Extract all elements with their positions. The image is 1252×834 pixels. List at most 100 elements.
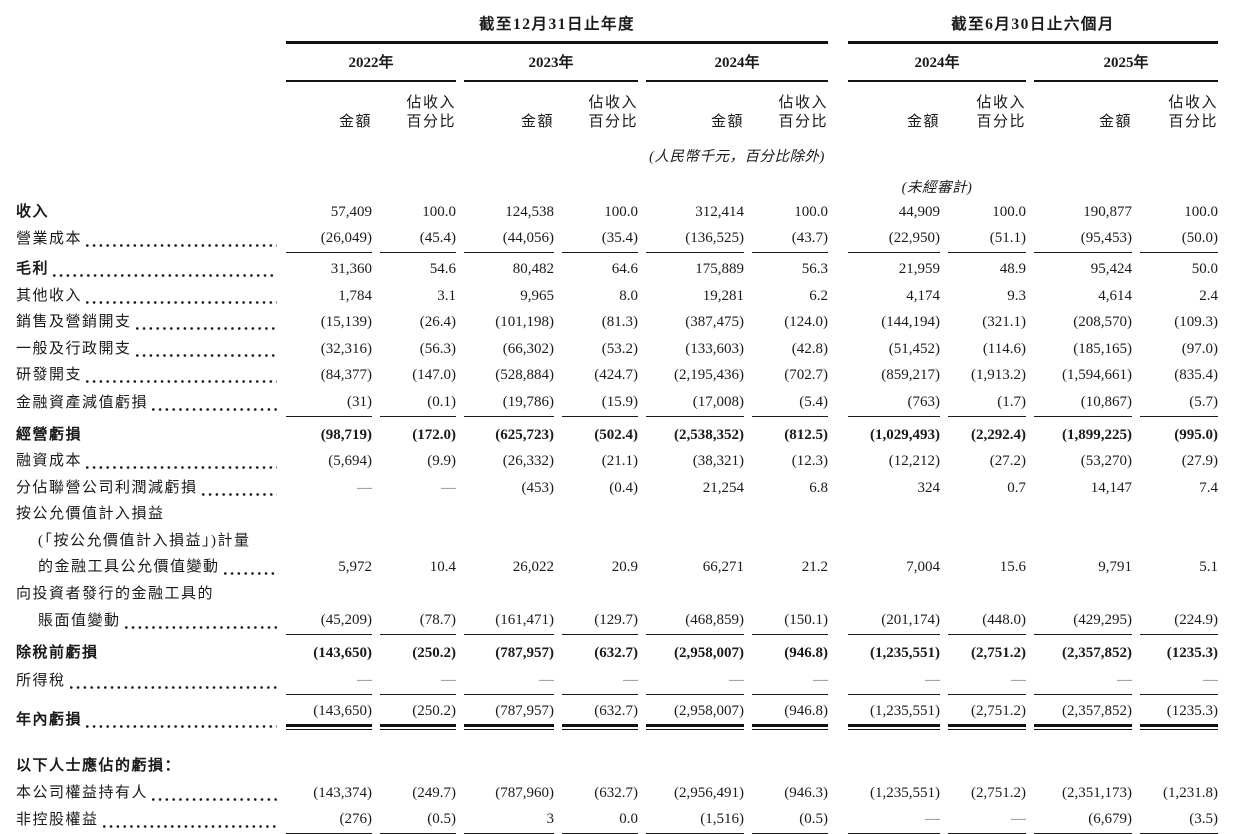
table-row: 的金融工具公允價值變動 5,972 10.4 26,022 20.9 66,271 21.2… (16, 555, 1218, 582)
value-text: (625,723) (495, 426, 554, 443)
value-cell: 0.7 (948, 475, 1026, 502)
value-text: 57,409 (330, 203, 372, 220)
value-cell: (98,719) (286, 417, 372, 449)
year-rule (464, 79, 638, 83)
table-row: 研發開支 (84,377) (147.0) (528,884) (424.7) (2,19… (16, 363, 1218, 390)
value-text: (812.5) (784, 426, 828, 443)
row-label: 以下人士應佔的虧損： (16, 734, 278, 780)
value-cell: 14,147 (1034, 475, 1132, 502)
row-label-text: 營業成本 (16, 231, 83, 248)
value-text: (56.3) (419, 340, 456, 357)
value-cell (286, 734, 372, 780)
value-cell (562, 734, 638, 780)
value-cell: — (286, 667, 372, 695)
value-cell: (424.7) (562, 363, 638, 390)
value-text: (15.9) (601, 393, 638, 410)
value-text: (95,453) (1080, 230, 1132, 247)
value-cell: (5.7) (1140, 389, 1218, 417)
value-cell: — (464, 667, 554, 695)
value-cell: (26,332) (464, 449, 554, 476)
value-cell: 100.0 (1140, 199, 1218, 226)
value-text: 21,254 (702, 479, 744, 496)
value-text: (10,867) (1080, 393, 1132, 410)
group-gap (836, 8, 840, 41)
value-text: (2,195,436) (674, 367, 744, 384)
value-cell: — (848, 667, 940, 695)
year-row: 2022年 2023年 2024年 2024年 2025年 (16, 44, 1218, 80)
value-cell (646, 502, 744, 529)
unaudited-note: (未經審計) (901, 180, 973, 197)
value-text: 2.4 (1199, 287, 1218, 304)
value-text: (136,525) (685, 230, 744, 247)
value-cell: (3.5) (1140, 807, 1218, 834)
value-cell: (143,650) (286, 635, 372, 667)
value-cell (848, 502, 940, 529)
value-text: 48.9 (999, 261, 1026, 278)
value-cell: 124,538 (464, 199, 554, 226)
value-text: (27.2) (989, 453, 1026, 470)
amount-label: 金額 (520, 114, 554, 131)
year-2024-interim: 2024年 (914, 54, 960, 71)
value-text: (1,029,493) (870, 426, 940, 443)
value-cell (380, 528, 456, 555)
dot-leader (201, 492, 277, 496)
value-cell: (0.1) (380, 389, 456, 417)
pct-of-revenue-column-header: 佔收入 百分比 (752, 82, 828, 136)
year-rule (848, 79, 1026, 83)
value-cell: (0.5) (752, 807, 828, 834)
group-gap (836, 283, 840, 310)
value-text: (502.4) (594, 426, 638, 443)
row-label-text: 以下人士應佔的虧損： (16, 758, 182, 775)
value-text: (0.5) (427, 811, 456, 828)
value-text: (224.9) (1174, 612, 1218, 629)
value-text: (26,332) (502, 453, 554, 470)
value-text: (6,679) (1088, 811, 1132, 828)
group-rule-left (286, 41, 828, 44)
group-gap (836, 253, 840, 283)
value-cell (752, 502, 828, 529)
value-text: (147.0) (412, 367, 456, 384)
group-gap (836, 417, 840, 449)
value-text: (114.6) (982, 340, 1026, 357)
value-text: (3.5) (1189, 811, 1218, 828)
value-cell (1034, 581, 1132, 608)
value-text: (144,194) (881, 314, 940, 331)
value-cell: 21,959 (848, 253, 940, 283)
value-text: 10.4 (429, 559, 456, 576)
value-cell: 2.4 (1140, 283, 1218, 310)
value-cell: 21,254 (646, 475, 744, 502)
value-cell: (35.4) (562, 226, 638, 254)
value-cell: (1,913.2) (948, 363, 1026, 390)
value-text: — (357, 479, 372, 496)
value-text: (109.3) (1174, 314, 1218, 331)
dot-leader (223, 572, 277, 576)
amount-column-header: 金額 (286, 82, 372, 136)
value-cell: (124.0) (752, 310, 828, 337)
amount-label: 金額 (338, 114, 372, 131)
value-cell: (250.2) (380, 695, 456, 735)
value-cell: (27.9) (1140, 449, 1218, 476)
value-text: 66,271 (702, 559, 744, 576)
value-text: (38,321) (692, 453, 744, 470)
value-text: (0.4) (609, 479, 638, 496)
value-cell: (2,292.4) (948, 417, 1026, 449)
table-row: 毛利 31,360 54.6 80,482 64.6 175,889 56.3 21,959 4… (16, 253, 1218, 283)
value-text: (2,958,007) (674, 702, 744, 719)
value-text: — (623, 671, 638, 688)
value-cell: 48.9 (948, 253, 1026, 283)
row-label: 向投資者發行的金融工具的 (16, 581, 278, 608)
value-text: 6.8 (809, 479, 828, 496)
value-cell: (250.2) (380, 635, 456, 667)
value-cell: 100.0 (752, 199, 828, 226)
value-cell (562, 581, 638, 608)
value-text: — (1011, 811, 1026, 828)
value-cell (1140, 734, 1218, 780)
value-cell: (1235.3) (1140, 695, 1218, 735)
value-cell: — (286, 475, 372, 502)
value-cell: (26,049) (286, 226, 372, 254)
value-text: — (357, 671, 372, 688)
value-text: 56.3 (801, 261, 828, 278)
value-text: (0.5) (799, 811, 828, 828)
value-cell: 44,909 (848, 199, 940, 226)
value-cell: — (646, 667, 744, 695)
